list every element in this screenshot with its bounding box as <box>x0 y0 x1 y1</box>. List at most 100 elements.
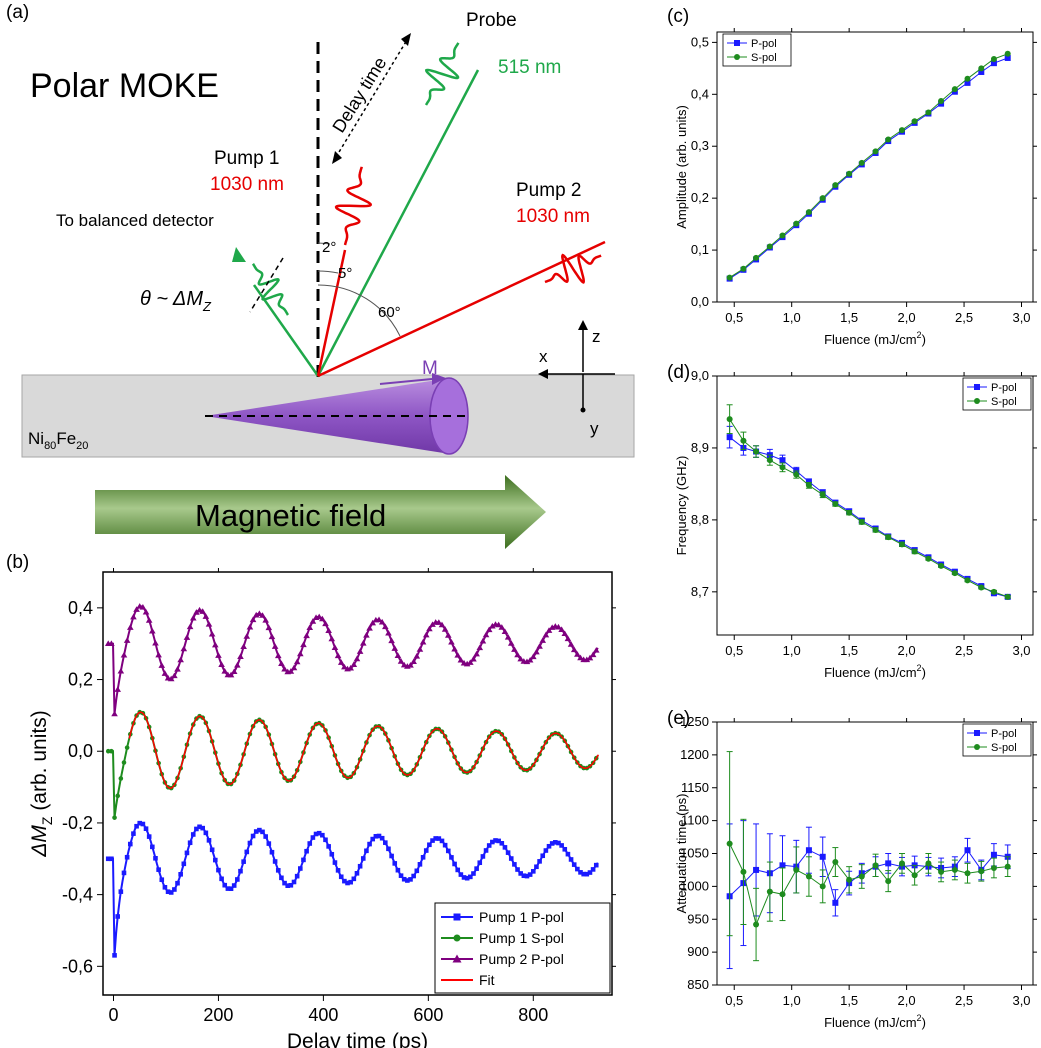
data-point <box>872 862 879 869</box>
data-point <box>159 877 165 882</box>
data-point <box>417 862 423 867</box>
data-point <box>1004 593 1011 600</box>
magnetic-field-arrow <box>95 475 546 549</box>
x-axis-title: Fluence (mJ/cm2) <box>824 663 926 680</box>
y-tick-label: 8,9 <box>691 440 709 455</box>
data-point <box>805 482 812 489</box>
data-point <box>427 842 432 848</box>
data-point <box>556 840 561 846</box>
data-point <box>379 835 385 841</box>
data-point <box>925 860 932 867</box>
data-point <box>561 630 569 637</box>
data-point <box>121 760 127 765</box>
x-tick-label: 1,5 <box>840 310 858 325</box>
data-point <box>486 843 492 848</box>
data-point <box>526 656 534 663</box>
data-point <box>779 232 786 239</box>
x-tick-label: 0,5 <box>725 643 743 658</box>
data-point <box>218 661 225 667</box>
data-point <box>805 478 812 485</box>
data-point <box>530 869 536 874</box>
magnetization-label: M <box>422 358 438 379</box>
x-tick-label: 1,0 <box>783 310 801 325</box>
chart-b: (b) 0 200 400 600 800 -0,6 -0,4 -0,2 0,0 0,2 0,4 Del… <box>6 552 616 1048</box>
data-point <box>322 620 329 627</box>
data-point <box>181 861 187 867</box>
data-point <box>109 856 114 862</box>
data-point <box>388 637 395 644</box>
angle-arc-2 <box>317 242 331 245</box>
data-point <box>117 667 125 674</box>
data-point <box>433 836 438 841</box>
x-axis-title: Delay time (ps) <box>287 1030 428 1048</box>
data-point <box>464 875 470 881</box>
series-line <box>729 53 1008 279</box>
data-point <box>832 501 839 508</box>
reflected-arrowhead <box>232 247 246 262</box>
data-point <box>398 873 404 878</box>
data-point <box>385 629 392 636</box>
data-point <box>310 835 316 840</box>
data-point <box>294 873 300 879</box>
data-point <box>146 834 152 839</box>
legend-entry: S-pol <box>751 52 777 64</box>
angle-2-label: 2° <box>322 239 336 256</box>
panel-c-label: (c) <box>667 6 689 27</box>
data-point <box>230 668 238 675</box>
data-point <box>429 621 436 627</box>
data-point <box>332 860 338 865</box>
data-point <box>426 625 433 632</box>
data-point <box>1004 863 1011 870</box>
data-point <box>216 867 221 873</box>
data-point <box>401 876 407 882</box>
y-tick-label: 0,0 <box>68 741 93 761</box>
data-point <box>885 878 892 885</box>
data-point <box>534 864 539 870</box>
data-point <box>279 875 284 881</box>
data-point <box>1004 54 1011 61</box>
data-point <box>177 656 184 663</box>
data-point <box>753 254 760 261</box>
y-axis-title: Frequency (GHz) <box>674 456 689 556</box>
data-point <box>951 866 958 873</box>
data-point <box>391 645 399 651</box>
data-point <box>203 830 209 836</box>
data-point <box>287 668 295 674</box>
data-point <box>518 871 523 876</box>
data-point <box>383 840 388 845</box>
y-tick-label: 950 <box>687 911 709 926</box>
data-point <box>168 890 174 895</box>
data-point <box>123 637 131 643</box>
data-point <box>448 638 455 645</box>
data-point <box>570 646 578 653</box>
data-point <box>990 864 997 871</box>
data-point <box>571 862 577 867</box>
data-point <box>269 849 275 855</box>
data-point <box>199 608 207 614</box>
data-point <box>978 868 985 875</box>
data-point <box>407 661 414 668</box>
data-point <box>542 631 550 638</box>
data-point <box>301 857 306 863</box>
data-point <box>753 921 760 928</box>
legend-e: P-pol S-pol <box>962 723 1032 757</box>
legend-b: Pump 1 P-pol Pump 1 S-pol Pump 2 P-pol Fit <box>434 902 611 994</box>
data-point <box>911 548 918 555</box>
data-point <box>819 853 826 860</box>
schematic-title: Polar MOKE <box>30 67 219 105</box>
m-arrow <box>379 378 433 385</box>
probe-wavelength: 515 nm <box>498 57 561 78</box>
data-point <box>271 643 279 649</box>
y-tick-label: 0,4 <box>68 598 93 618</box>
y-tick-label: 0,2 <box>691 190 709 205</box>
data-point <box>281 665 288 672</box>
x-tick-label: 3,0 <box>1012 993 1030 1008</box>
data-point <box>265 624 273 631</box>
y-tick-label: 1100 <box>681 813 709 828</box>
data-point <box>442 842 448 848</box>
data-point <box>832 859 839 866</box>
data-point <box>293 658 301 665</box>
data-point <box>313 831 319 837</box>
data-point <box>444 632 452 638</box>
data-point <box>127 841 133 847</box>
